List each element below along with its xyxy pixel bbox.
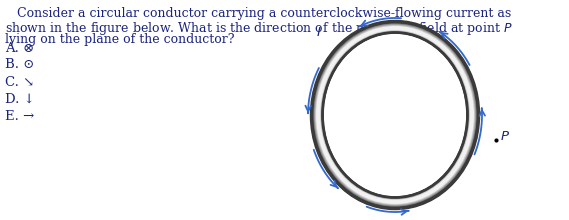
Ellipse shape [323, 33, 468, 198]
Text: lying on the plane of the conductor?: lying on the plane of the conductor? [5, 33, 234, 46]
Text: D. ↓: D. ↓ [5, 92, 35, 106]
Text: E. →: E. → [5, 110, 34, 123]
Text: B. ⊙: B. ⊙ [5, 59, 34, 72]
Text: A. ⊗: A. ⊗ [5, 42, 34, 55]
Text: Consider a circular conductor carrying a counterclockwise-flowing current as: Consider a circular conductor carrying a… [5, 7, 512, 20]
Text: $I$: $I$ [316, 26, 322, 40]
Text: $P$: $P$ [501, 130, 510, 143]
Text: C. ↘: C. ↘ [5, 75, 34, 88]
Text: shown in the figure below. What is the direction of the magnetic field at point : shown in the figure below. What is the d… [5, 20, 513, 37]
